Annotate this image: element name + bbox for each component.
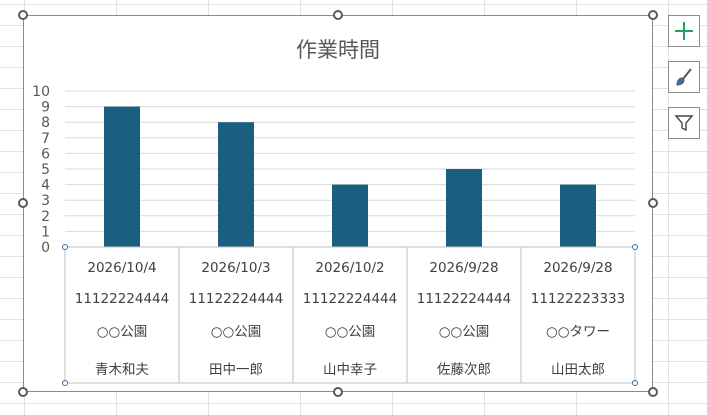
y-tick-label: 1 xyxy=(41,224,50,240)
x-tick-label: 2026/9/28 xyxy=(543,260,612,276)
axis-selection-handle[interactable] xyxy=(62,380,68,386)
resize-handle-bottom-left[interactable] xyxy=(18,387,28,397)
y-tick-label: 10 xyxy=(32,84,50,100)
chart-area[interactable]: 作業時間 0 1 2 3 4 5 6 7 8 9 10 2026/10/4 11122224444 ○○公… xyxy=(23,15,653,392)
plus-icon xyxy=(675,22,693,40)
bar[interactable] xyxy=(218,122,254,247)
resize-handle-bottom-right[interactable] xyxy=(648,387,658,397)
y-tick-label: 3 xyxy=(41,193,50,209)
axis-selection-handle[interactable] xyxy=(632,244,638,250)
resize-handle-top-center[interactable] xyxy=(333,10,343,20)
x-tick-label: 11122224444 xyxy=(75,291,169,307)
y-tick-label: 2 xyxy=(41,209,50,225)
x-tick-label: 2026/10/4 xyxy=(87,260,156,276)
x-tick-label: 2026/10/3 xyxy=(201,260,270,276)
y-tick-label: 6 xyxy=(41,146,50,162)
resize-handle-middle-right[interactable] xyxy=(648,198,658,208)
x-tick-label: 山中幸子 xyxy=(323,362,377,378)
x-tick-label: ○○公園 xyxy=(325,324,376,340)
x-tick-label: 2026/10/2 xyxy=(315,260,384,276)
y-tick-label: 0 xyxy=(41,240,50,256)
bar[interactable] xyxy=(104,106,140,247)
axis-selection-handle[interactable] xyxy=(62,244,68,250)
bar[interactable] xyxy=(446,169,482,247)
resize-handle-top-right[interactable] xyxy=(648,10,658,20)
bar[interactable] xyxy=(332,184,368,247)
x-tick-label: 山田太郎 xyxy=(551,362,605,378)
x-tick-label: 11122224444 xyxy=(417,291,511,307)
y-tick-label: 9 xyxy=(41,100,50,116)
brush-icon xyxy=(676,68,692,86)
x-tick-label: 佐藤次郎 xyxy=(437,362,491,378)
chart-elements-button[interactable] xyxy=(668,15,700,47)
y-tick-label: 5 xyxy=(41,162,50,178)
chart-styles-button[interactable] xyxy=(668,61,700,93)
funnel-icon xyxy=(674,115,694,132)
x-tick-label: 田中一郎 xyxy=(209,362,263,378)
x-tick-label: ○○公園 xyxy=(439,324,490,340)
y-tick-label: 8 xyxy=(41,115,50,131)
x-tick-label: 青木和夫 xyxy=(95,362,149,378)
x-tick-label: ○○タワー xyxy=(546,324,610,340)
chart-filters-button[interactable] xyxy=(668,107,700,139)
resize-handle-middle-left[interactable] xyxy=(18,198,28,208)
x-tick-label: ○○公園 xyxy=(97,324,148,340)
resize-handle-top-left[interactable] xyxy=(18,10,28,20)
resize-handle-bottom-center[interactable] xyxy=(333,387,343,397)
y-tick-label: 4 xyxy=(41,178,50,194)
x-tick-label: ○○公園 xyxy=(211,324,262,340)
y-tick-label: 7 xyxy=(41,131,50,147)
bar[interactable] xyxy=(560,184,596,247)
chart-title[interactable]: 作業時間 xyxy=(296,38,380,62)
axis-selection-handle[interactable] xyxy=(632,380,638,386)
x-tick-label: 2026/9/28 xyxy=(429,260,498,276)
x-tick-label: 11122223333 xyxy=(531,291,625,307)
x-tick-label: 11122224444 xyxy=(189,291,283,307)
x-tick-label: 11122224444 xyxy=(303,291,397,307)
